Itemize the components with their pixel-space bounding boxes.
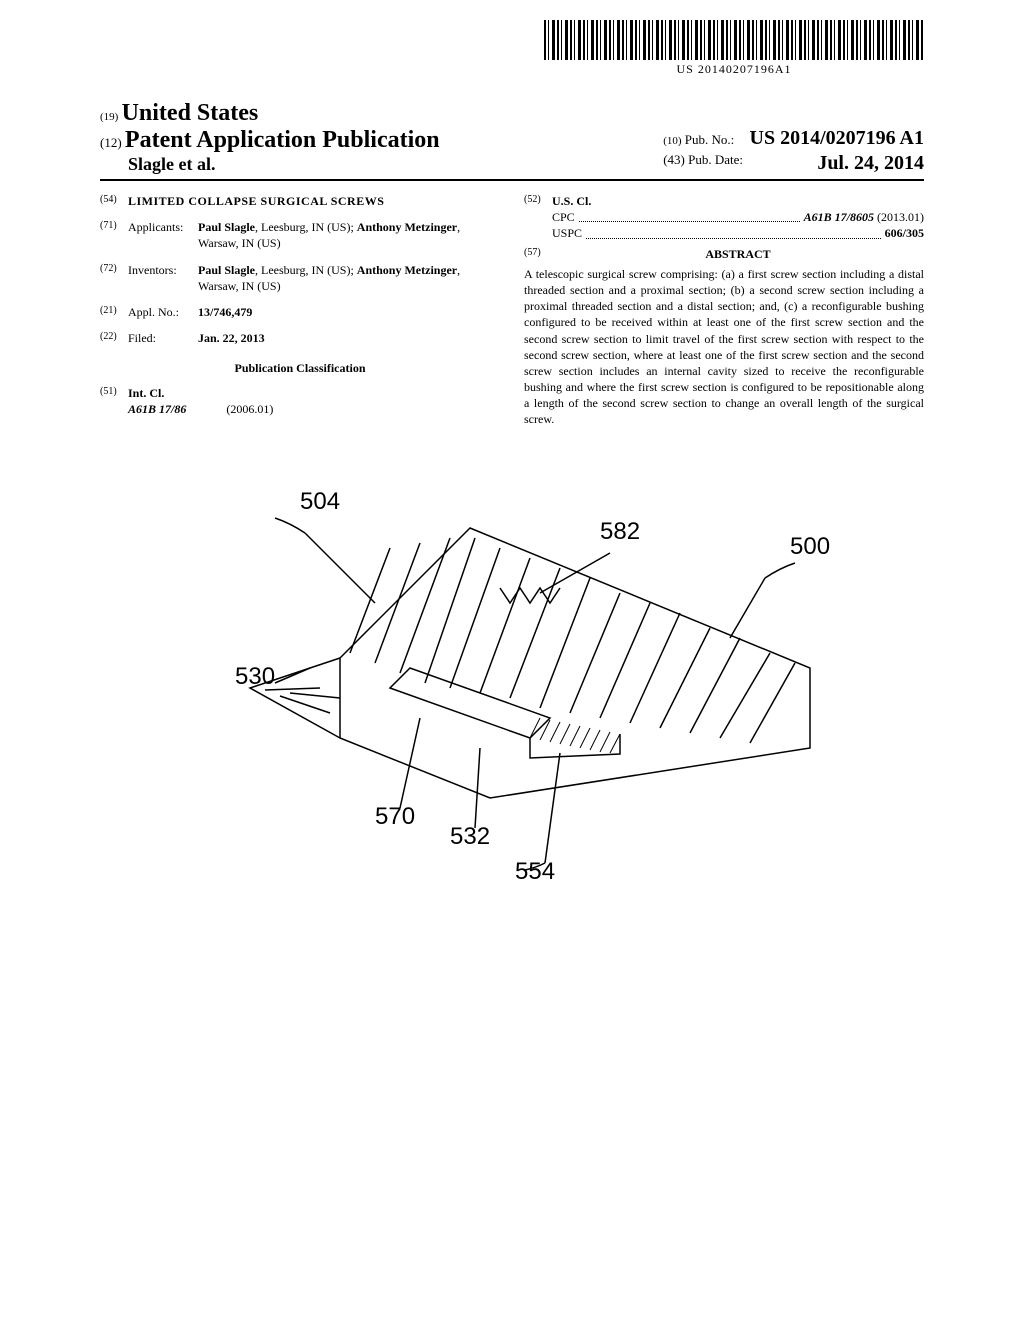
patent-figure — [190, 458, 840, 878]
pub-date: Jul. 24, 2014 — [817, 152, 924, 175]
cpc-version: (2013.01) — [877, 210, 924, 224]
invention-title: LIMITED COLLAPSE SURGICAL SCREWS — [128, 193, 500, 209]
barcode — [544, 20, 924, 60]
pub-no-label: Pub. No.: — [685, 132, 734, 147]
publication-type: Patent Application Publication — [125, 127, 440, 153]
code-12: (12) — [100, 135, 122, 150]
uspc-label: USPC — [552, 225, 582, 241]
fig-label-570: 570 — [375, 803, 415, 831]
filed-label: Filed: — [128, 330, 198, 346]
uscl-label: U.S. Cl. — [552, 194, 591, 208]
field-71: (71) Applicants: Paul Slagle, Leesburg, … — [100, 219, 500, 251]
country: United States — [122, 100, 259, 126]
authors: Slagle et al. — [100, 154, 440, 175]
fig-label-500: 500 — [790, 533, 830, 561]
pub-date-label: Pub. Date: — [688, 152, 743, 167]
code-19: (19) — [100, 111, 118, 123]
fig-label-554: 554 — [515, 858, 555, 886]
applno-body: 13/746,479 — [198, 304, 500, 320]
fig-label-530: 530 — [235, 663, 275, 691]
field-21: (21) Appl. No.: 13/746,479 — [100, 304, 500, 320]
applno-label: Appl. No.: — [128, 304, 198, 320]
applicants-body: Paul Slagle, Leesburg, IN (US); Anthony … — [198, 219, 500, 251]
bibliographic-columns: (54) LIMITED COLLAPSE SURGICAL SCREWS (7… — [100, 193, 924, 428]
inventors-body: Paul Slagle, Leesburg, IN (US); Anthony … — [198, 262, 500, 294]
field-num-51: (51) — [100, 385, 128, 417]
abstract-text: A telescopic surgical screw comprising: … — [524, 266, 924, 428]
cpc-label: CPC — [552, 209, 575, 225]
intcl-class: A61B 17/86 — [128, 401, 186, 417]
barcode-number: US 20140207196A1 — [544, 62, 924, 77]
applicants-label: Applicants: — [128, 219, 198, 251]
field-num-54: (54) — [100, 193, 128, 209]
field-51: (51) Int. Cl. A61B 17/86 (2006.01) — [100, 385, 500, 417]
intcl-label: Int. Cl. — [128, 386, 164, 400]
barcode-area: US 20140207196A1 — [544, 20, 924, 77]
figure-area: 504 582 500 530 570 532 554 — [100, 458, 924, 898]
field-num-72: (72) — [100, 262, 128, 294]
dotted-leader — [579, 209, 800, 222]
fig-label-504: 504 — [300, 488, 340, 516]
field-num-57: (57) — [524, 246, 552, 266]
classification-heading: Publication Classification — [100, 360, 500, 376]
field-57: (57) ABSTRACT — [524, 246, 924, 266]
filed-body: Jan. 22, 2013 — [198, 330, 500, 346]
left-column: (54) LIMITED COLLAPSE SURGICAL SCREWS (7… — [100, 193, 500, 428]
fig-label-582: 582 — [600, 518, 640, 546]
field-num-71: (71) — [100, 219, 128, 251]
dotted-leader — [586, 225, 881, 238]
intcl-version: (2006.01) — [226, 401, 273, 417]
field-54: (54) LIMITED COLLAPSE SURGICAL SCREWS — [100, 193, 500, 209]
pub-no: US 2014/0207196 A1 — [750, 127, 924, 149]
right-column: (52) U.S. Cl. CPC A61B 17/8605 (2013.01)… — [524, 193, 924, 428]
field-num-52: (52) — [524, 193, 552, 242]
header-block: (19) United States (12) Patent Applicati… — [100, 100, 924, 181]
inventors-label: Inventors: — [128, 262, 198, 294]
header-right: (10) Pub. No.: US 2014/0207196 A1 (43) P… — [663, 127, 924, 175]
field-52: (52) U.S. Cl. CPC A61B 17/8605 (2013.01)… — [524, 193, 924, 242]
fig-label-532: 532 — [450, 823, 490, 851]
header-left: (19) United States (12) Patent Applicati… — [100, 100, 440, 175]
field-num-22: (22) — [100, 330, 128, 346]
field-72: (72) Inventors: Paul Slagle, Leesburg, I… — [100, 262, 500, 294]
cpc-class: A61B 17/8605 — [804, 210, 874, 224]
code-10: (10) — [663, 135, 681, 147]
uspc-class: 606/305 — [885, 226, 924, 240]
code-43: (43) — [663, 152, 685, 167]
field-22: (22) Filed: Jan. 22, 2013 — [100, 330, 500, 346]
field-num-21: (21) — [100, 304, 128, 320]
abstract-heading: ABSTRACT — [552, 246, 924, 262]
